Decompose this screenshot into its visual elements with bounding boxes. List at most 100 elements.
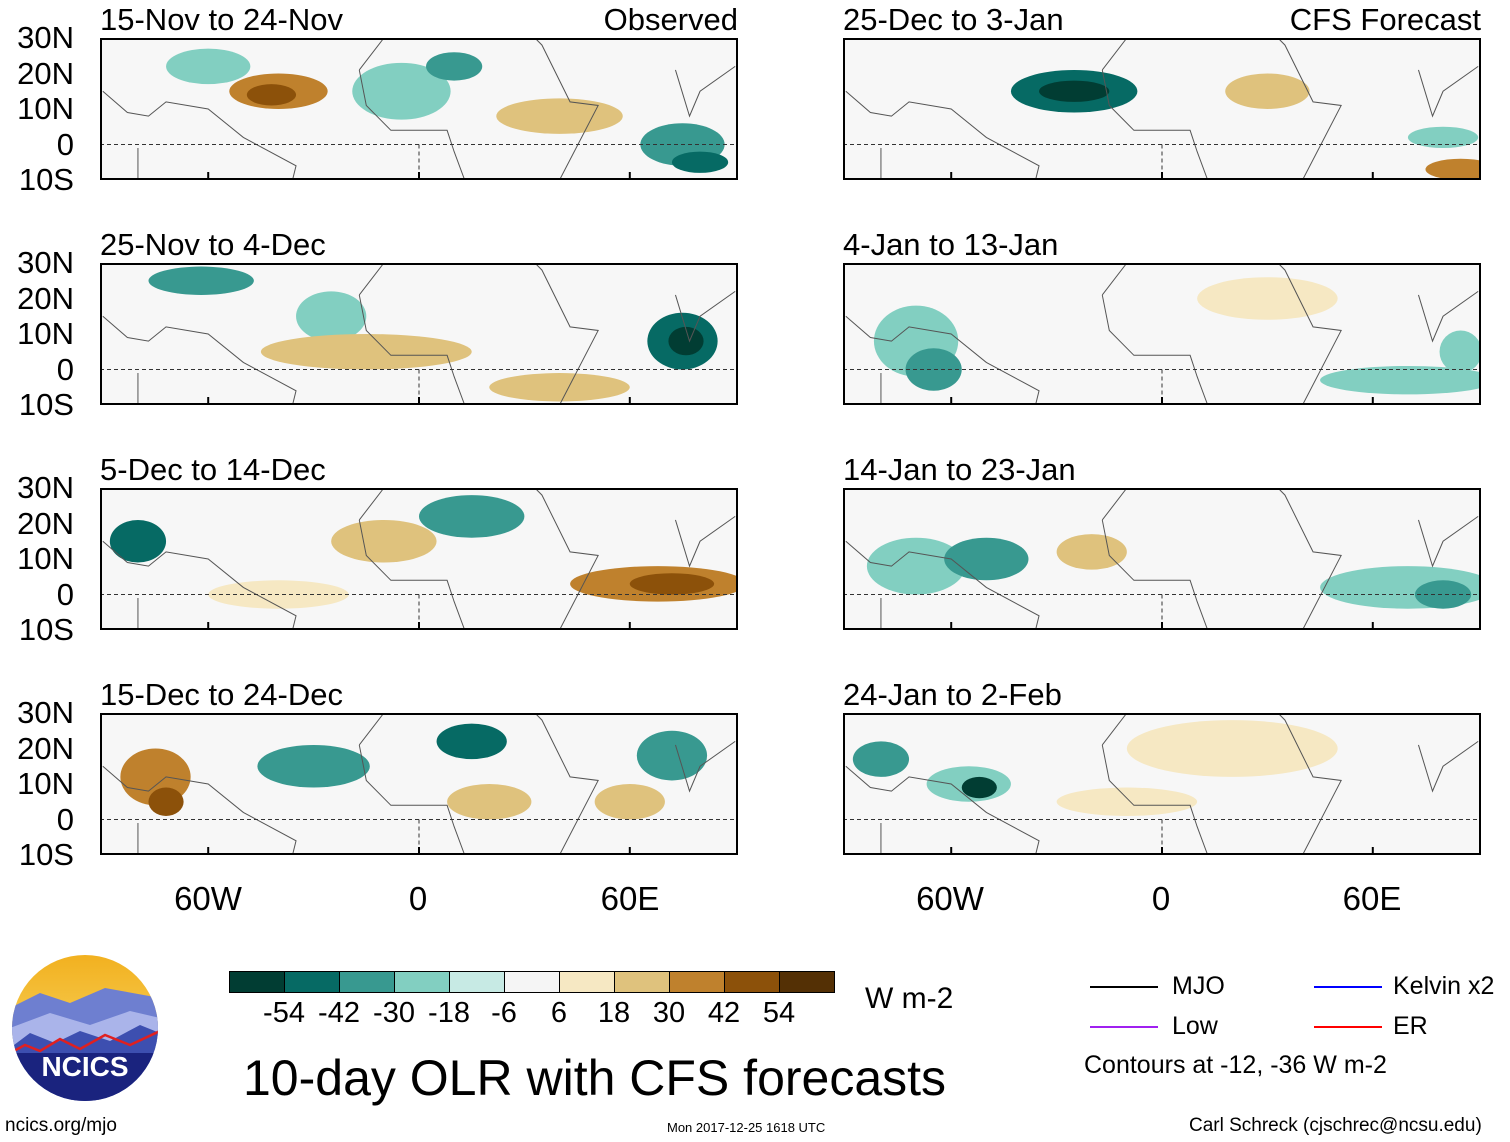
footer-timestamp: Mon 2017-12-25 1618 UTC: [667, 1120, 826, 1135]
coastline: [358, 713, 599, 855]
legend-mjo-line: [1090, 986, 1158, 988]
lat-label: 10N: [17, 541, 74, 576]
colorbar-tick-label: 30: [652, 997, 686, 1029]
olr-anomaly-region: [426, 52, 483, 81]
olr-anomaly-region: [852, 741, 910, 777]
olr-anomaly-region: [961, 776, 997, 799]
colorbar-swatch: [339, 971, 395, 993]
olr-anomaly-region: [496, 98, 623, 134]
panel-title: 4-Jan to 13-Jan: [843, 227, 1059, 262]
olr-anomaly-region: [1414, 580, 1472, 609]
legend-mjo-label: MJO: [1172, 972, 1225, 1000]
legend-low-label: Low: [1172, 1012, 1218, 1040]
olr-map-panel: [100, 488, 738, 630]
olr-anomaly-region: [419, 495, 525, 538]
lat-label: 10N: [17, 766, 74, 801]
olr-anomaly-region: [1439, 330, 1481, 374]
footer-url[interactable]: ncics.org/mjo: [5, 1115, 117, 1136]
lon-label-0-right: 0: [1151, 880, 1171, 917]
coastline: [102, 515, 736, 630]
contour-note: Contours at -12, -36 W m-2: [1084, 1051, 1387, 1079]
colorbar-swatch: [449, 971, 505, 993]
colorbar-tick-label: 6: [550, 997, 568, 1029]
panel-title: 25-Nov to 4-Dec: [100, 227, 326, 262]
panel-title: 24-Jan to 2-Feb: [843, 677, 1062, 712]
olr-anomaly-region: [594, 784, 665, 820]
colorbar-swatch: [779, 971, 835, 993]
legend-er-line: [1314, 1026, 1382, 1028]
olr-anomaly-region: [148, 787, 184, 816]
olr-anomaly-region: [1039, 80, 1110, 102]
coastline: [358, 488, 599, 630]
olr-anomaly-region: [1126, 720, 1338, 777]
lat-label: 30N: [17, 470, 74, 505]
panel-title: 15-Dec to 24-Dec: [100, 677, 343, 712]
lat-label: 0: [56, 801, 74, 837]
lat-label: 20N: [17, 505, 74, 541]
lat-label: 0: [56, 351, 74, 387]
colorbar-units: W m-2: [865, 982, 954, 1015]
panel-title: 15-Nov to 24-Nov: [100, 2, 343, 37]
lon-label-60e: 60E: [600, 880, 660, 917]
olr-anomaly-region: [246, 84, 297, 106]
legend-low-line: [1090, 1026, 1158, 1028]
olr-anomaly-region: [109, 519, 167, 563]
olr-anomaly-region: [866, 537, 966, 595]
olr-anomaly-region: [447, 784, 532, 820]
panel-title: 25-Dec to 3-Jan: [843, 2, 1064, 37]
panel-source-label: CFS Forecast: [1289, 2, 1481, 37]
olr-anomaly-region: [668, 326, 704, 356]
olr-anomaly-region: [1056, 534, 1127, 570]
colorbar-swatch: [504, 971, 560, 993]
coastline: [102, 290, 736, 405]
olr-anomaly-region: [905, 348, 962, 391]
lat-label: 20N: [17, 280, 74, 316]
colorbar-tick-label: -18: [428, 997, 470, 1029]
lat-label: 10N: [17, 91, 74, 126]
lon-label-60e-right: 60E: [1342, 880, 1402, 917]
olr-anomaly-region: [166, 48, 251, 85]
olr-anomaly-region: [352, 62, 451, 120]
lat-label: 0: [56, 126, 74, 162]
coastline: [845, 290, 1479, 405]
olr-anomaly-region: [257, 744, 370, 788]
colorbar-tick-label: -54: [263, 997, 305, 1029]
olr-map-panel: [100, 38, 738, 180]
logo-text: NCICS: [41, 1051, 128, 1082]
olr-anomaly-region: [629, 573, 715, 595]
olr-anomaly-region: [489, 373, 630, 402]
colorbar-swatch: [724, 971, 780, 993]
coastline: [845, 515, 1479, 630]
olr-anomaly-region: [148, 266, 254, 295]
coastline: [845, 65, 1479, 180]
coastline: [358, 38, 599, 180]
coastline: [1101, 38, 1342, 180]
olr-anomaly-region: [1425, 158, 1481, 180]
olr-anomaly-region: [1056, 787, 1198, 816]
panel-title: 14-Jan to 23-Jan: [843, 452, 1076, 487]
lat-label: 0: [56, 576, 74, 612]
olr-map-panel: [100, 263, 738, 405]
legend-kelvin-line: [1314, 986, 1382, 988]
colorbar-tick-label: -6: [491, 997, 517, 1029]
olr-anomaly-region: [671, 151, 729, 173]
lon-label-0: 0: [408, 880, 428, 917]
ncics-logo: NCICS: [12, 955, 158, 1101]
olr-map-panel: [843, 488, 1481, 630]
olr-anomaly-region: [436, 723, 507, 760]
colorbar-swatch: [669, 971, 725, 993]
coastline: [102, 65, 736, 180]
main-title: 10-day OLR with CFS forecasts: [243, 1050, 947, 1106]
colorbar-swatch: [394, 971, 450, 993]
coastline: [102, 740, 736, 855]
colorbar-tick-label: -30: [373, 997, 415, 1029]
lat-label: 30N: [17, 20, 74, 55]
olr-map-panel: [843, 263, 1481, 405]
colorbar-tick-label: 18: [597, 997, 631, 1029]
lon-label-60w-right: 60W: [916, 880, 984, 917]
colorbar-swatch: [614, 971, 670, 993]
lat-label: 10S: [18, 612, 74, 647]
lat-label: 20N: [17, 730, 74, 766]
olr-anomaly-region: [1197, 277, 1338, 320]
